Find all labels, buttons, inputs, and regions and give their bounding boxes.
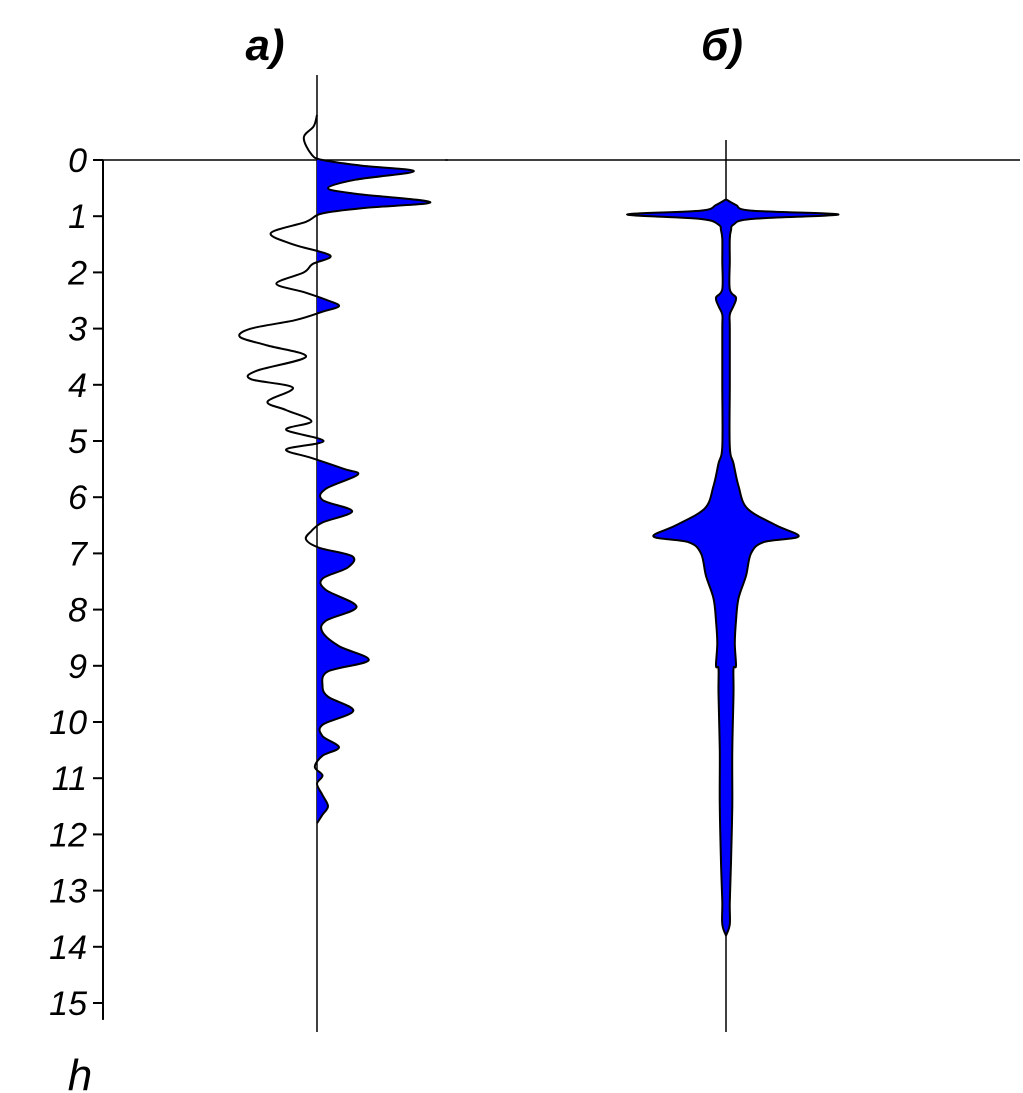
y-axis-title: h bbox=[68, 1051, 92, 1093]
panel-b-label: б) bbox=[701, 21, 743, 70]
panel-a bbox=[238, 75, 432, 1032]
panel-b bbox=[626, 140, 840, 1032]
y-tick-label: 13 bbox=[49, 873, 87, 911]
y-tick-label: 0 bbox=[68, 142, 87, 180]
panel-a-trace bbox=[238, 114, 432, 824]
y-tick-label: 4 bbox=[68, 367, 87, 405]
panel-a-positive-fill bbox=[317, 115, 431, 824]
panel-b-envelope bbox=[626, 198, 840, 937]
y-tick-label: 11 bbox=[52, 760, 87, 798]
y-tick-label: 12 bbox=[49, 816, 87, 854]
y-tick-label: 5 bbox=[68, 423, 87, 461]
y-tick-label: 3 bbox=[68, 311, 87, 349]
y-tick-label: 7 bbox=[68, 535, 88, 573]
panel-a-label: а) bbox=[245, 21, 284, 70]
y-tick-label: 1 bbox=[68, 198, 87, 236]
y-tick-label: 10 bbox=[49, 704, 87, 742]
y-tick-label: 9 bbox=[68, 648, 87, 686]
y-tick-label: 2 bbox=[67, 254, 87, 292]
y-tick-label: 8 bbox=[68, 592, 87, 630]
y-tick-label: 6 bbox=[68, 479, 87, 517]
y-tick-label: 14 bbox=[49, 929, 87, 967]
y-tick-label: 15 bbox=[49, 985, 87, 1023]
